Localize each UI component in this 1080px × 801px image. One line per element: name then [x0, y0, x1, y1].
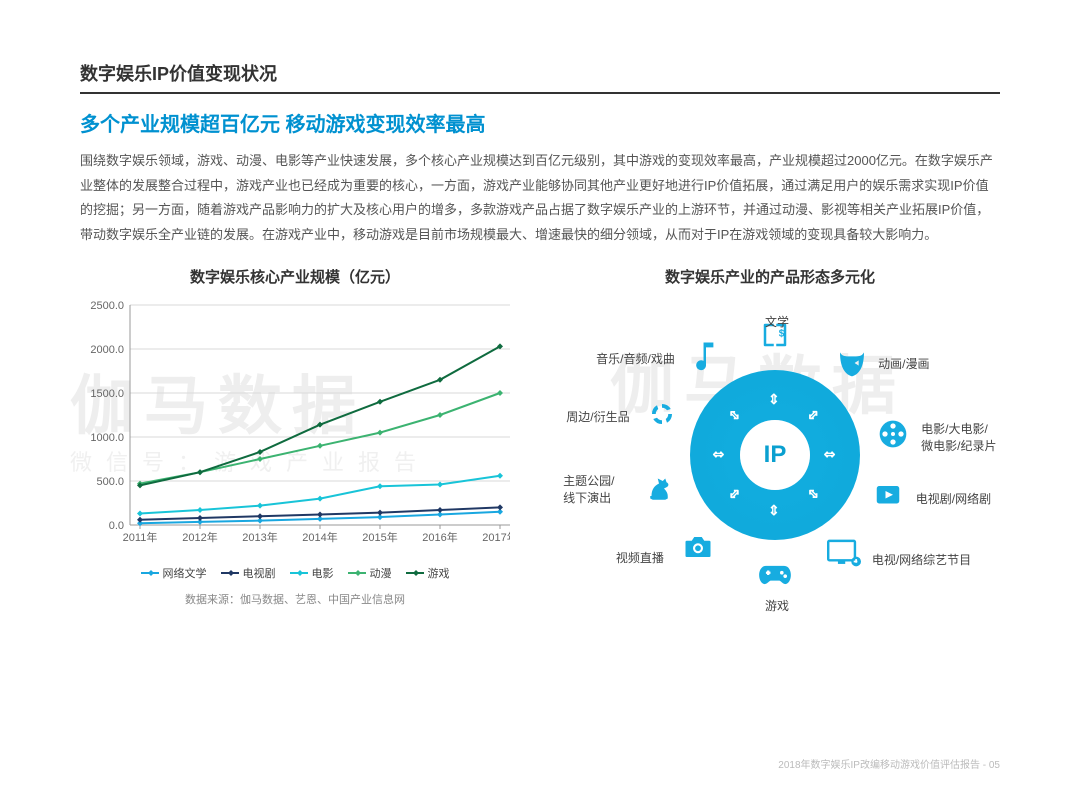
- legend-item: 电视剧: [221, 565, 276, 581]
- literature-label: 文学: [765, 313, 789, 330]
- legend-item: 动漫: [348, 565, 392, 581]
- svg-text:0.0: 0.0: [109, 520, 124, 532]
- ring-arrow-icon: ⇕: [768, 391, 780, 408]
- svg-text:2016年: 2016年: [422, 530, 457, 544]
- svg-text:2000.0: 2000.0: [90, 344, 124, 356]
- headline: 多个产业规模超百亿元 移动游戏变现效率最高: [80, 108, 1000, 137]
- diagram-title: 数字娱乐产业的产品形态多元化: [540, 266, 1000, 287]
- svg-text:2017年: 2017年: [482, 530, 510, 544]
- tvdrama-icon: [871, 479, 905, 513]
- ring-arrow-icon: ⇕: [710, 448, 727, 460]
- page-footer: 2018年数字娱乐IP改编移动游戏价值评估报告 - 05: [778, 756, 1000, 771]
- game-icon: [758, 558, 792, 592]
- svg-text:500.0: 500.0: [96, 476, 124, 488]
- ring-arrow-icon: ⇕: [725, 405, 745, 425]
- legend-item: 游戏: [406, 565, 450, 581]
- svg-text:2013年: 2013年: [242, 530, 277, 544]
- variety-icon: [827, 536, 861, 570]
- svg-text:1000.0: 1000.0: [90, 432, 124, 444]
- music-icon: [689, 339, 723, 373]
- svg-text:2015年: 2015年: [362, 530, 397, 544]
- tvdrama-label: 电视剧/网络剧: [916, 490, 991, 507]
- ip-diagram: 伽马数据 IP ⇕⇕⇕⇕⇕⇕⇕⇕ $文学动画/漫画电影/大电影/ 微电影/纪录片…: [550, 295, 990, 625]
- svg-text:2011年: 2011年: [123, 530, 158, 544]
- ring-arrow-icon: ⇕: [725, 483, 745, 503]
- film-icon: [876, 417, 910, 451]
- live-icon: [681, 530, 715, 564]
- merch-label: 周边/衍生品: [566, 408, 629, 425]
- legend-item: 网络文学: [141, 565, 207, 581]
- chart-title: 数字娱乐核心产业规模（亿元）: [80, 266, 510, 287]
- svg-text:1500.0: 1500.0: [90, 388, 124, 400]
- body-text: 围绕数字娱乐领域，游戏、动漫、电影等产业快速发展，多个核心产业规模达到百亿元级别…: [80, 149, 1000, 248]
- ring-arrow-icon: ⇕: [803, 483, 823, 503]
- svg-text:2500.0: 2500.0: [90, 300, 124, 312]
- section-title: 数字娱乐IP价值变现状况: [80, 60, 1000, 94]
- svg-text:2014年: 2014年: [302, 530, 337, 544]
- themepark-icon: [642, 469, 676, 503]
- ip-ring: IP ⇕ ⇕ ⇕ ⇕ ⇕ ⇕ ⇕ ⇕: [690, 370, 860, 540]
- chart-source: 数据来源：伽马数据、艺恩、中国产业信息网: [80, 591, 510, 607]
- ring-arrow-icon: ⇕: [768, 501, 780, 518]
- game-label: 游戏: [765, 597, 789, 614]
- svg-text:2012年: 2012年: [182, 530, 217, 544]
- live-label: 视频直播: [616, 549, 664, 566]
- ip-core: IP: [740, 420, 810, 490]
- music-label: 音乐/音频/戏曲: [596, 350, 675, 367]
- merch-icon: [645, 397, 679, 431]
- anime-icon: [835, 346, 869, 380]
- film-label: 电影/大电影/ 微电影/纪录片: [921, 420, 996, 454]
- ring-arrow-icon: ⇕: [803, 405, 823, 425]
- line-chart: 伽马数据 微信号：游戏产业报告 0.0500.01000.01500.02000…: [80, 295, 510, 555]
- chart-legend: 网络文学电视剧电影动漫游戏: [80, 565, 510, 581]
- variety-label: 电视/网络综艺节目: [872, 551, 971, 568]
- legend-item: 电影: [290, 565, 334, 581]
- ring-arrow-icon: ⇕: [820, 448, 837, 460]
- anime-label: 动画/漫画: [878, 355, 929, 372]
- themepark-label: 主题公园/ 线下演出: [563, 472, 614, 506]
